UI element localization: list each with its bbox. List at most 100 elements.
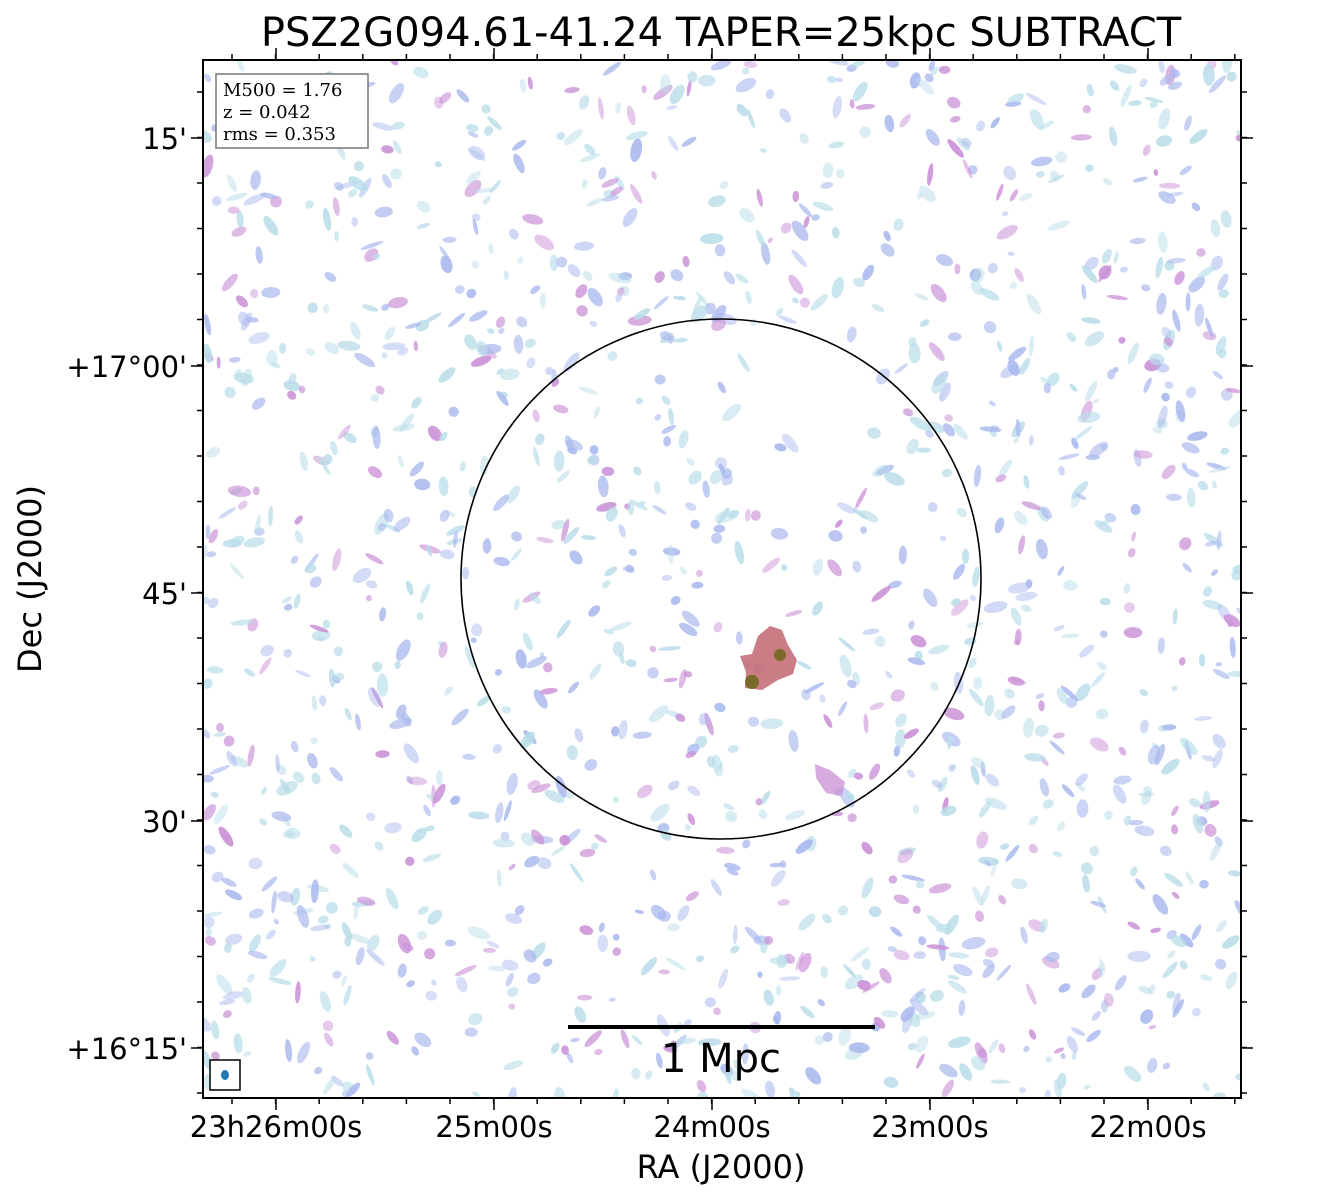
noise-blob xyxy=(226,750,238,767)
noise-blob xyxy=(444,686,454,696)
noise-blob xyxy=(1101,1000,1109,1013)
noise-blob xyxy=(519,78,527,93)
noise-blob xyxy=(438,641,448,658)
noise-blob xyxy=(668,407,675,426)
noise-blob xyxy=(954,263,961,275)
noise-blob xyxy=(1028,1029,1037,1040)
noise-blob xyxy=(466,288,477,299)
noise-blob xyxy=(1179,165,1192,176)
noise-blob xyxy=(837,502,856,514)
noise-blob xyxy=(823,714,833,728)
noise-blob xyxy=(812,201,834,212)
noise-blob xyxy=(513,334,524,354)
noise-blob xyxy=(1182,562,1192,573)
noise-blob xyxy=(1103,177,1113,186)
noise-blob xyxy=(737,353,750,373)
noise-blob xyxy=(696,569,703,577)
noise-blob xyxy=(416,223,430,229)
noise-blob xyxy=(351,217,359,227)
noise-blob xyxy=(1171,685,1178,692)
noise-blob xyxy=(1020,926,1028,944)
noise-blob xyxy=(339,824,353,838)
noise-blob xyxy=(423,804,431,817)
noise-blob xyxy=(690,305,708,323)
noise-blob xyxy=(1134,825,1155,837)
noise-blob xyxy=(748,716,760,727)
noise-blob xyxy=(735,273,749,284)
noise-blob xyxy=(341,975,347,987)
noise-blob xyxy=(628,499,648,511)
noise-blob xyxy=(760,718,784,730)
noise-blob xyxy=(941,1079,954,1098)
noise-blob xyxy=(847,792,855,801)
noise-blob xyxy=(295,670,311,678)
noise-blob xyxy=(675,1037,696,1045)
noise-blob xyxy=(912,905,921,914)
noise-blob xyxy=(631,1034,643,1046)
noise-blob xyxy=(1171,891,1180,899)
noise-blob xyxy=(249,934,261,952)
noise-blob xyxy=(926,944,950,950)
noise-blob xyxy=(948,764,956,772)
noise-blob xyxy=(494,669,502,676)
noise-blob xyxy=(1210,219,1221,238)
noise-blob xyxy=(983,601,1008,614)
noise-blob xyxy=(907,1042,917,1051)
noise-blob xyxy=(1004,688,1015,699)
noise-blob xyxy=(581,535,596,541)
noise-blob xyxy=(784,953,796,964)
noise-blob xyxy=(931,779,943,789)
noise-blob xyxy=(970,1056,986,1071)
noise-blob xyxy=(203,916,215,928)
noise-blob xyxy=(466,124,479,132)
noise-blob xyxy=(1113,784,1127,804)
noise-blob xyxy=(588,605,601,617)
noise-blob xyxy=(700,233,724,245)
noise-blob xyxy=(1090,900,1106,908)
noise-blob xyxy=(1057,565,1065,576)
noise-blob xyxy=(344,707,352,721)
noise-blob xyxy=(612,933,620,941)
noise-blob xyxy=(413,340,419,352)
noise-blob xyxy=(679,622,698,637)
noise-blob xyxy=(758,809,768,820)
noise-blob xyxy=(1053,1079,1063,1098)
noise-blob xyxy=(779,108,792,123)
noise-blob xyxy=(697,1038,722,1047)
noise-blob xyxy=(506,773,518,795)
noise-blob xyxy=(861,958,871,970)
noise-blob xyxy=(397,347,409,356)
noise-blob xyxy=(1184,468,1200,478)
noise-blob xyxy=(685,891,699,902)
noise-blob xyxy=(322,454,333,465)
noise-blob xyxy=(970,764,980,785)
noise-blob xyxy=(909,416,931,431)
noise-blob xyxy=(211,1051,220,1061)
noise-blob xyxy=(556,619,571,639)
noise-blob xyxy=(894,729,907,749)
noise-blob xyxy=(1209,840,1223,861)
noise-blob xyxy=(1015,419,1021,438)
noise-blob xyxy=(464,334,477,350)
noise-blob xyxy=(236,60,245,73)
noise-blob xyxy=(527,972,541,985)
y-tick-label: 30' xyxy=(142,805,187,839)
noise-blob xyxy=(503,270,510,281)
noise-blob xyxy=(1028,843,1038,854)
noise-blob xyxy=(663,677,678,683)
noise-blob xyxy=(939,1063,958,1078)
noise-blob xyxy=(382,342,406,351)
noise-blob xyxy=(355,713,361,731)
noise-blob xyxy=(686,457,695,466)
noise-blob xyxy=(1023,717,1035,738)
noise-blob xyxy=(248,950,268,960)
noise-blob xyxy=(1123,815,1132,826)
noise-blob xyxy=(414,478,431,491)
noise-blob xyxy=(247,618,259,632)
noise-blob xyxy=(1164,381,1174,389)
noise-blob xyxy=(685,502,697,511)
noise-blob xyxy=(424,948,436,960)
noise-blob xyxy=(294,515,303,525)
noise-blob xyxy=(1172,608,1178,625)
noise-blob xyxy=(1130,503,1141,516)
